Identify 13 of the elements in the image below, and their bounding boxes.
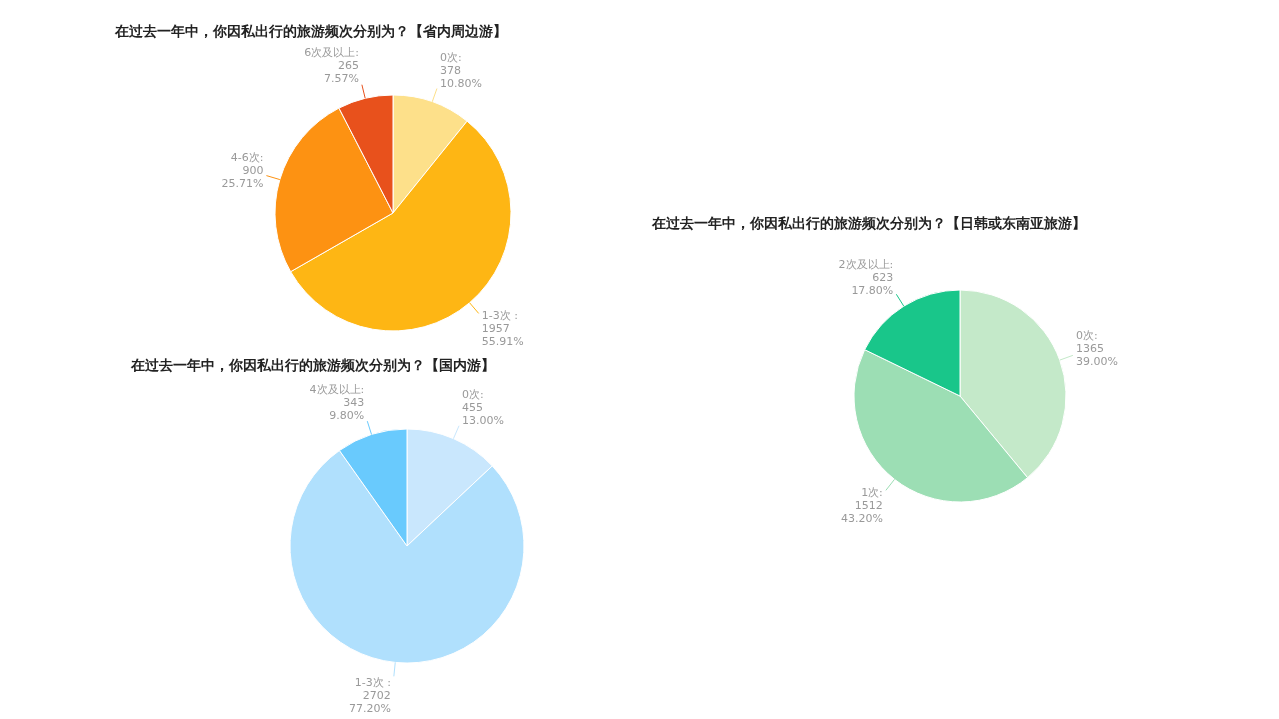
slice-label: 0次: 1365 39.00% (1075, 329, 1118, 369)
chart-title: 在过去一年中，你因私出行的旅游频次分别为？【国内游】 (130, 357, 495, 373)
slice-label: 6次及以上: 265 7.57% (304, 46, 359, 86)
slice-label: 2次及以上: 623 17.80% (838, 258, 894, 298)
slice-label: 1-3次 : 2702 77.20% (348, 676, 391, 716)
slice-label: 1次: 1512 43.20% (840, 486, 883, 526)
chart-title: 在过去一年中，你因私出行的旅游频次分别为？【省内周边游】 (114, 23, 507, 39)
slice-label: 1-3次 : 1957 55.91% (481, 308, 524, 348)
slice-label: 0次: 378 10.80% (439, 50, 482, 90)
chart-title: 在过去一年中，你因私出行的旅游频次分别为？【日韩或东南亚旅游】 (651, 215, 1086, 231)
slice-label: 4-6次: 900 25.71% (221, 150, 264, 190)
slice-label: 4次及以上: 343 9.80% (309, 383, 365, 423)
slice-label: 0次: 455 13.00% (462, 388, 504, 428)
